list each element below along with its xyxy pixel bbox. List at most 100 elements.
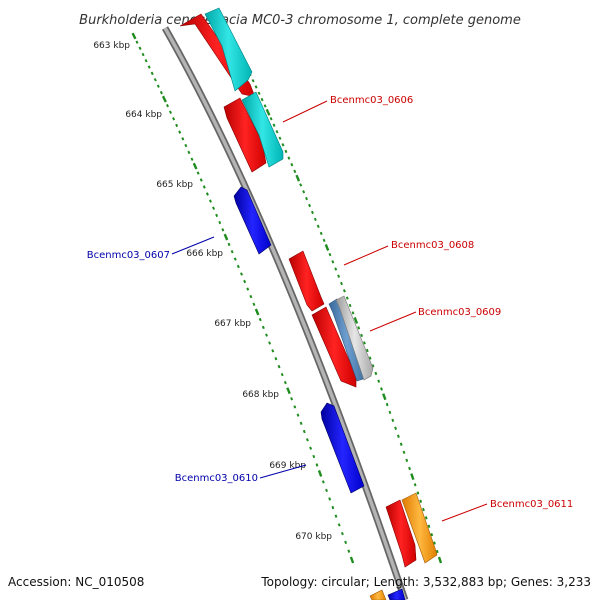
tick-minor xyxy=(281,143,285,147)
tick-minor xyxy=(236,264,240,269)
tick-label: 670 kbp xyxy=(295,532,332,542)
tick-minor xyxy=(402,450,406,454)
tick-minor xyxy=(208,199,212,203)
tick-minor xyxy=(430,532,434,537)
feature-orange[interactable] xyxy=(401,492,438,564)
tick-minor xyxy=(312,454,316,459)
map-title: Burkholderia cenocepacia MC0-3 chromosom… xyxy=(79,13,521,28)
feature-cyan[interactable] xyxy=(241,91,284,168)
tick-minor xyxy=(321,480,325,484)
tick-minor xyxy=(284,149,288,154)
tick-minor xyxy=(368,356,372,360)
tick-minor xyxy=(433,541,436,545)
gene-label-0608[interactable]: Bcenmc03_0608 xyxy=(391,240,474,251)
tick-minor xyxy=(199,178,203,182)
tick-major xyxy=(254,308,260,316)
gene-feature[interactable] xyxy=(233,186,272,255)
tick-minor xyxy=(427,524,431,528)
tick-minor xyxy=(283,380,287,385)
feature-cyan[interactable] xyxy=(387,588,406,600)
tick-minor xyxy=(168,110,173,114)
tick-minor xyxy=(215,213,219,218)
tick-minor xyxy=(243,279,247,284)
tick-minor xyxy=(351,311,355,315)
feature-gray[interactable] xyxy=(335,295,374,381)
feature-steelblue[interactable] xyxy=(328,298,366,382)
tick-minor xyxy=(156,84,160,88)
tick-minor xyxy=(150,71,154,76)
tick-minor xyxy=(388,410,392,415)
gene-label-0606[interactable]: Bcenmc03_0606 xyxy=(330,95,413,106)
gene-feature[interactable] xyxy=(288,250,325,312)
tick-major xyxy=(324,244,330,251)
tick-minor xyxy=(278,136,282,140)
tick-minor xyxy=(310,210,314,215)
accession-text: Accession: NC_010508 xyxy=(8,575,144,589)
tick-minor xyxy=(347,549,351,553)
tick-minor xyxy=(260,97,264,102)
tick-minor xyxy=(424,516,428,520)
tick-minor xyxy=(299,421,303,425)
tick-minor xyxy=(328,252,332,257)
tick-minor xyxy=(340,531,344,536)
tick-minor xyxy=(277,364,281,369)
tick-minor xyxy=(268,341,272,345)
feature-cyan[interactable] xyxy=(204,7,253,92)
tick-minor xyxy=(141,52,145,57)
tick-minor xyxy=(435,549,439,554)
gene-feature[interactable] xyxy=(385,499,417,568)
tick-minor xyxy=(302,429,306,434)
gene-feature[interactable] xyxy=(223,97,267,173)
tick-minor xyxy=(290,397,294,401)
tick-minor xyxy=(263,104,267,108)
feature-orange[interactable] xyxy=(369,589,387,600)
label-leaders xyxy=(171,100,488,522)
tick-minor xyxy=(360,333,364,338)
tick-minor xyxy=(305,196,309,201)
tick-minor xyxy=(271,349,275,353)
tick-minor xyxy=(331,505,335,510)
tick-label: 665 kbp xyxy=(156,180,193,190)
tick-minor xyxy=(344,540,348,545)
gene-label-0609[interactable]: Bcenmc03_0609 xyxy=(418,307,501,318)
tick-major xyxy=(437,556,443,564)
tick-minor xyxy=(340,281,343,286)
tick-minor xyxy=(254,85,258,89)
tick-minor xyxy=(265,333,268,337)
tick-minor xyxy=(380,387,383,391)
gene-feature[interactable] xyxy=(311,306,357,388)
gene-label-0611[interactable]: Bcenmc03_0611 xyxy=(490,499,573,510)
tick-labels: 663 kbp 664 kbp 665 kbp 666 kbp 667 kbp … xyxy=(93,41,332,542)
tick-label: 664 kbp xyxy=(125,110,162,120)
tick-minor xyxy=(293,405,297,409)
tick-minor xyxy=(357,326,361,330)
tick-minor xyxy=(251,79,255,83)
backbone xyxy=(161,26,409,600)
tick-minor xyxy=(190,157,194,161)
tick-minor xyxy=(187,150,191,155)
tick-minor xyxy=(227,242,231,247)
tick-minor xyxy=(416,491,420,495)
tick-label: 666 kbp xyxy=(186,249,223,259)
tick-minor xyxy=(299,183,303,187)
tick-minor xyxy=(342,289,346,293)
gene-features-reverse xyxy=(233,186,365,494)
gene-label-0607[interactable]: Bcenmc03_0607 xyxy=(87,250,170,261)
tick-minor xyxy=(272,123,276,127)
tick-minor xyxy=(348,303,352,308)
tick-minor xyxy=(331,260,335,264)
tick-minor xyxy=(144,59,148,63)
tick-minor xyxy=(287,156,291,160)
tick-minor xyxy=(305,438,309,442)
tick-major xyxy=(131,32,137,40)
tick-minor xyxy=(246,287,250,291)
tick-label: 669 kbp xyxy=(269,461,306,471)
gene-feature[interactable] xyxy=(320,402,365,494)
tick-minor xyxy=(308,203,312,208)
gene-label-0610[interactable]: Bcenmc03_0610 xyxy=(175,473,258,484)
tick-minor xyxy=(275,129,279,134)
tick-rail-inner xyxy=(131,32,355,564)
tick-minor xyxy=(302,190,306,194)
tick-major xyxy=(286,387,291,395)
